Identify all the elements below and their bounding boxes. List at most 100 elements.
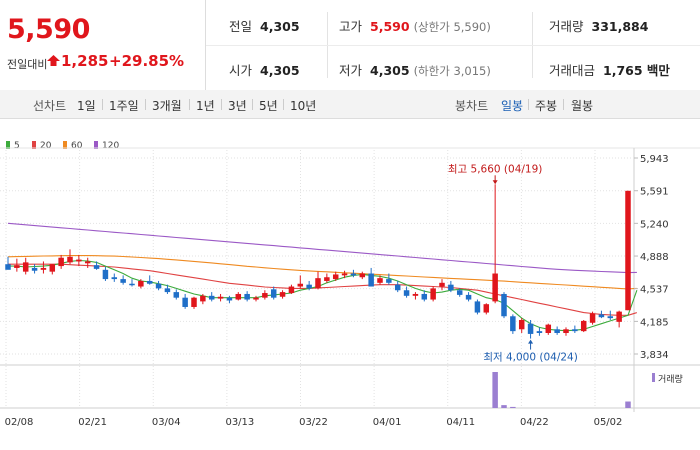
period-3y[interactable]: 3년 [228,99,247,113]
change-percent: +29.85% [109,52,185,70]
candle-body [164,288,171,293]
period-3m[interactable]: 3개월 [152,99,182,113]
high-value: 5,590 [370,19,410,34]
volume-value: 331,884 [591,19,649,34]
x-tick-label: 02/08 [5,417,34,428]
candle-body [350,273,357,276]
candle-body [217,296,224,299]
candle-monthly[interactable]: 월봉 [571,99,594,113]
volume-bar [625,401,631,408]
ma20-line [8,263,638,316]
high-label: 고가 [339,19,363,34]
lower-limit: (하한가 3,015) [413,64,491,78]
volume-bar [492,372,498,408]
candle-body [208,295,215,300]
candle-body [200,295,206,302]
candle-body [483,304,490,313]
volume-label: 거래량 [549,19,584,34]
candle-body [465,294,472,300]
up-arrow-icon [47,55,60,66]
candle-body [120,279,126,283]
candle-body [572,329,578,332]
candle-body [589,313,596,323]
candle-body [253,297,259,300]
candle-body [226,297,233,301]
y-tick-label: 4,185 [640,317,669,328]
separator [102,99,103,110]
candle-body [270,289,277,298]
legend-swatch [94,141,98,149]
row-divider [206,45,700,46]
candle-body [5,264,11,270]
legend-label: 120 [102,141,120,151]
legend-label: 60 [71,141,83,151]
candle-body [14,265,20,268]
candle-body [616,311,622,322]
volume-legend-label: 거래량 [658,373,683,385]
candle-body [279,292,286,297]
volume-bar [510,406,516,408]
candle-body [527,323,534,334]
legend-swatch [63,141,67,149]
y-tick-label: 5,240 [640,219,669,230]
candle-body [386,279,392,283]
turnover-label: 거래대금 [549,63,596,78]
high: 고가 5,590 (상한가 5,590) [339,16,491,35]
separator [189,99,190,110]
candle-body [439,282,445,287]
prev-close-label: 전일 [229,19,253,34]
change-value: 1,285 [61,52,109,70]
separator [283,99,284,110]
candle-body [31,267,38,271]
legend-ma120: 120 [94,141,119,151]
period-10y[interactable]: 10년 [290,99,317,113]
candle-body [332,274,339,280]
volume-bar [501,405,507,408]
candle-body [93,265,100,269]
high-arrow-head [492,180,498,185]
candle-body [244,293,250,300]
change-label: 전일대비 [7,58,48,71]
current-price: 5,590 [7,14,90,45]
candle-body [173,292,180,298]
low: 저가 4,305 (하한가 3,015) [339,60,491,79]
candle-body [58,257,64,267]
candle-body [288,286,295,294]
period-1d[interactable]: 1일 [77,99,96,113]
low-arrow-head [528,339,534,344]
candle-body [403,290,410,296]
candle-body [262,293,268,298]
candle-body [129,283,135,286]
x-tick-label: 03/04 [152,417,181,428]
period-5y[interactable]: 5년 [259,99,278,113]
candle-daily[interactable]: 일봉 [501,99,524,113]
ma120-line [7,222,637,274]
candle-body [625,190,631,311]
turnover-value: 1,765 백만 [603,63,670,78]
candle-weekly[interactable]: 주봉 [535,99,558,113]
chart-toolbar: 선차트 1일 1주일 3개월 1년 3년 5년 10년 봉차트 일봉 주봉 월봉 [0,90,700,119]
y-tick-label: 5,943 [640,154,669,165]
x-tick-label: 03/22 [299,417,328,428]
candle-body [146,280,153,284]
candle-body [40,267,47,270]
y-tick-label: 4,537 [640,285,669,296]
candle-body [607,316,614,319]
y-tick-label: 5,591 [640,187,669,198]
period-1w[interactable]: 1주일 [109,99,139,113]
x-tick-label: 04/11 [446,417,475,428]
period-1y[interactable]: 1년 [196,99,215,113]
candle-body [545,324,552,333]
separator [252,99,253,110]
prev-close: 전일 4,305 [229,16,300,35]
candle-body [111,277,118,280]
candle-body [492,273,498,302]
candle-body [563,329,569,333]
upper-limit: (상한가 5,590) [413,20,491,34]
candle-body [554,329,560,333]
candle-body [501,293,507,317]
candle-body [430,288,436,300]
open: 시가 4,305 [229,60,300,79]
legend-swatch [32,141,36,149]
